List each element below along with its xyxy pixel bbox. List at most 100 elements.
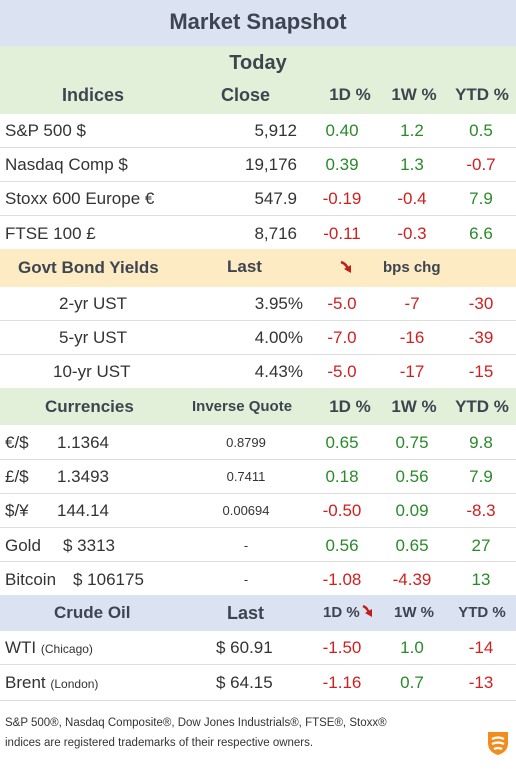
index-ytd: 0.5: [469, 121, 493, 140]
fx-inverse: 0.00694: [222, 503, 270, 518]
bond-last: 3.95%: [254, 294, 303, 313]
index-ytd: 7.9: [469, 189, 493, 208]
oil-last-header: Last: [227, 603, 265, 623]
fx-ytd: 9.8: [469, 433, 493, 452]
index-d1: 0.40: [325, 121, 359, 140]
index-close: 547.9: [254, 189, 297, 208]
bond-d1: -7.0: [327, 328, 357, 347]
oil-header: Crude Oil: [54, 603, 131, 622]
ytd-header: YTD %: [455, 85, 509, 104]
inverse-quote-header: Inverse Quote: [192, 398, 293, 415]
index-w1: -0.4: [397, 189, 427, 208]
bond-name: 5-yr UST: [59, 328, 127, 347]
fx-pair: $/¥: [5, 501, 29, 520]
fx-inverse: -: [243, 538, 249, 553]
fx-inverse: -: [243, 572, 249, 587]
brand-logo-icon: [488, 732, 508, 755]
fx-d1: 0.65: [325, 433, 359, 452]
index-ytd: -0.7: [466, 155, 496, 174]
row-divider: [0, 664, 516, 665]
index-ytd: 6.6: [469, 224, 493, 243]
fx-inverse: 0.8799: [226, 435, 266, 450]
bond-last: 4.00%: [254, 328, 303, 347]
bond-d1: -5.0: [327, 294, 357, 313]
bps-chg-header: bps chg: [383, 259, 441, 276]
index-close: 19,176: [245, 155, 297, 174]
index-w1: -0.3: [397, 224, 427, 243]
d1-header: 1D %: [329, 85, 371, 104]
bond-ytd: -15: [468, 362, 494, 381]
fx-w1: -4.39: [392, 570, 432, 589]
fx-w1: 0.56: [395, 467, 429, 486]
index-d1: -0.19: [322, 189, 362, 208]
oil-w1: 0.7: [400, 673, 424, 692]
bonds-header-band: [0, 249, 516, 287]
fx-d1: 0.56: [325, 536, 359, 555]
row-divider: [0, 459, 516, 460]
oil-location: (Chicago): [40, 642, 93, 656]
oil-name-label: Brent: [5, 673, 46, 692]
bond-w1: -16: [399, 328, 425, 347]
bonds-header: Govt Bond Yields: [18, 258, 159, 277]
row-divider: [0, 354, 516, 355]
today-band: [0, 46, 516, 114]
fx-w1: 0.09: [395, 501, 429, 520]
down-arrow-icon: [362, 604, 372, 617]
bond-w1: -7: [404, 294, 420, 313]
row-divider: [0, 527, 516, 528]
bond-name: 2-yr UST: [59, 294, 127, 313]
w1-header: 1W %: [391, 85, 437, 104]
bonds-last-header: Last: [227, 257, 262, 276]
index-name: FTSE 100 £: [5, 224, 96, 243]
oil-last: $ 60.91: [216, 638, 273, 657]
fx-ytd: 13: [471, 570, 491, 589]
bond-ytd: -30: [468, 294, 494, 313]
close-header: Close: [221, 85, 271, 105]
fx-d1: -0.50: [322, 501, 362, 520]
row-divider: [0, 700, 516, 701]
fx-value: $ 106175: [73, 570, 144, 589]
oil-header-band: [0, 595, 516, 631]
index-d1: 0.39: [325, 155, 359, 174]
fx-ytd: 27: [471, 536, 491, 555]
row-divider: [0, 561, 516, 562]
index-close: 8,716: [254, 224, 297, 243]
oil-w1-header: 1W %: [393, 604, 434, 621]
currencies-header: Currencies: [45, 397, 134, 416]
index-close: 5,912: [254, 121, 297, 140]
fx-d1-header: 1D %: [329, 397, 371, 416]
row-divider: [0, 320, 516, 321]
index-w1: 1.3: [400, 155, 424, 174]
oil-ytd: -13: [468, 673, 494, 692]
row-divider: [0, 181, 516, 182]
title-band: [0, 0, 516, 46]
oil-name: WTI (Chicago): [5, 639, 93, 656]
footer-line-2: indices are registered trademarks of the…: [5, 737, 314, 749]
index-name: Stoxx 600 Europe €: [5, 189, 155, 208]
index-d1: -0.11: [323, 224, 361, 243]
fx-ytd: 7.9: [469, 467, 493, 486]
oil-location: (London): [50, 677, 99, 691]
fx-w1-header: 1W %: [391, 397, 437, 416]
bond-w1: -17: [399, 362, 425, 381]
oil-d1: -1.50: [322, 638, 362, 657]
fx-pair: £/$: [5, 467, 29, 486]
fx-d1: -1.08: [322, 570, 362, 589]
bond-d1: -5.0: [327, 362, 357, 381]
fx-ytd: -8.3: [466, 501, 496, 520]
fx-pair: €/$: [5, 433, 29, 452]
index-w1: 1.2: [400, 121, 424, 140]
oil-d1-header: 1D %: [323, 604, 360, 621]
row-divider: [0, 493, 516, 494]
down-arrow-icon: [340, 260, 351, 273]
bond-last: 4.43%: [254, 362, 303, 381]
oil-d1: -1.16: [322, 673, 362, 692]
fx-ytd-header: YTD %: [455, 397, 509, 416]
fx-value: 144.14: [57, 501, 109, 520]
fx-pair: Bitcoin: [5, 570, 57, 589]
page-title: Market Snapshot: [169, 9, 347, 34]
row-divider: [0, 215, 516, 216]
indices-header: Indices: [62, 85, 125, 105]
footer-line-1: S&P 500®, Nasdaq Composite®, Dow Jones I…: [5, 717, 387, 729]
oil-ytd: -14: [468, 638, 494, 657]
